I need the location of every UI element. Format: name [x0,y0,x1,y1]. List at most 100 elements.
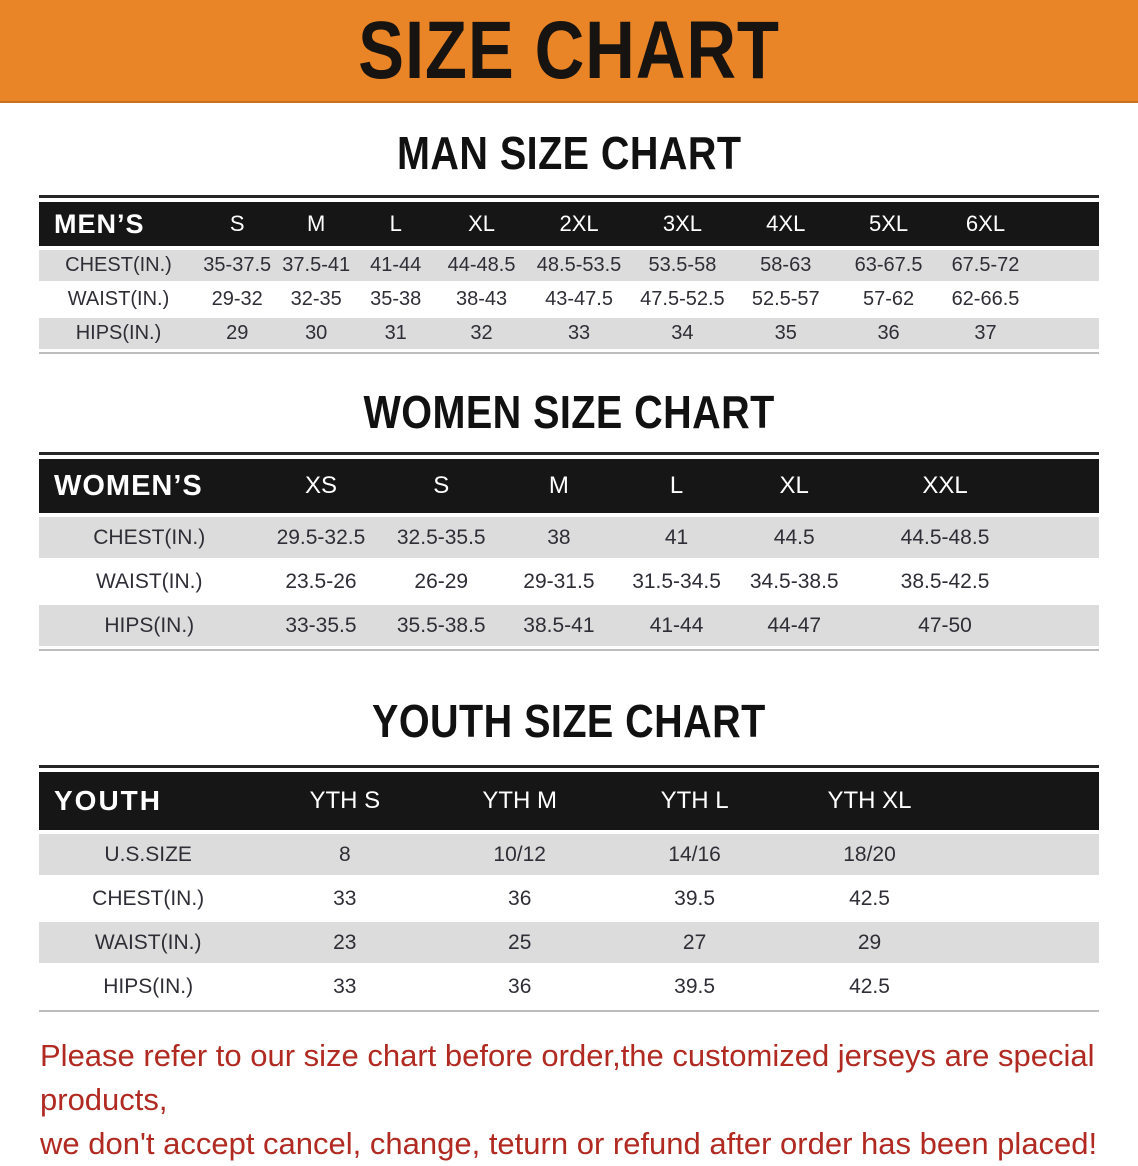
size-value-cell: 44.5-48.5 [853,515,1099,561]
table-row: WAIST(IN.) 23 25 27 29 [39,920,1099,966]
size-value-cell: 67.5-72 [939,248,1099,284]
size-value-cell: 27 [607,920,783,966]
size-value-cell: 58-63 [734,248,838,284]
table-row: CHEST(IN.) 33 36 39.5 42.5 [39,876,1099,922]
table-row: WAIST(IN.) 29-32 32-35 35-38 38-43 43-47.5 47.… [39,282,1099,318]
size-column-header: 2XL [527,202,631,250]
size-value-cell: 32.5-35.5 [382,515,501,561]
men-size-table: MEN’S S M L XL 2XL 3XL 4XL 5XL 6XL CHEST(IN.) 35-37… [39,195,1099,354]
size-value-cell: 29-31.5 [500,559,618,605]
size-value-cell: 44.5 [735,515,854,561]
man-section-title-text: MAN SIZE CHART [396,127,742,179]
size-table-head: WOMEN’S XS S M L XL XXL [39,459,1099,517]
man-section-title: MAN SIZE CHART [0,129,1138,177]
size-value-cell: 29-32 [198,282,277,318]
measurement-label: HIPS(IN.) [39,603,260,649]
size-value-cell: 57-62 [837,282,940,318]
table-corner-label: MEN’S [39,202,198,250]
size-value-cell: 36 [837,316,940,352]
youth-section-title: YOUTH SIZE CHART [0,697,1138,745]
women-size-table: WOMEN’S XS S M L XL XXL CHEST(IN.) 29.5-32.5 32.5… [39,452,1099,651]
size-value-cell: 38.5-41 [500,603,618,649]
table-row: CHEST(IN.) 35-37.5 37.5-41 41-44 44-48.5 48.5… [39,248,1099,284]
size-value-cell: 39.5 [607,876,783,922]
table-row: HIPS(IN.) 33 36 39.5 42.5 [39,964,1099,1010]
size-value-cell: 42.5 [782,876,1099,922]
size-value-cell: 30 [276,316,356,352]
measurement-label: WAIST(IN.) [39,282,198,318]
youth-size-section: YOUTH SIZE CHART YOUTH YTH S YTH M YTH L YTH… [0,697,1138,1012]
size-table: YOUTH YTH S YTH M YTH L YTH XL U.S.SIZE 8 10/12… [39,772,1099,1010]
size-value-cell: 25 [432,920,608,966]
note-line-2: we don't accept cancel, change, teturn o… [40,1126,1098,1161]
size-value-cell: 33 [257,876,433,922]
size-value-cell: 33 [527,316,631,352]
size-value-cell: 35-37.5 [198,248,277,284]
youth-size-table: YOUTH YTH S YTH M YTH L YTH XL U.S.SIZE 8 10/12… [39,765,1099,1012]
size-value-cell: 38.5-42.5 [853,559,1099,605]
size-value-cell: 14/16 [607,832,783,878]
size-value-cell: 35 [734,316,838,352]
women-section-title-text: WOMEN SIZE CHART [363,386,775,438]
size-column-header: YTH S [257,772,433,834]
size-column-header: S [382,459,501,517]
table-corner-label: WOMEN’S [39,459,260,517]
size-table: WOMEN’S XS S M L XL XXL CHEST(IN.) 29.5-32.5 32.5… [39,459,1099,649]
size-value-cell: 53.5-58 [630,248,735,284]
table-row: WAIST(IN.) 23.5-26 26-29 29-31.5 31.5-34.5 34… [39,559,1099,605]
order-policy-note: Please refer to our size chart before or… [40,1034,1118,1166]
header-row: YOUTH YTH S YTH M YTH L YTH XL [39,772,1099,834]
man-size-section: MAN SIZE CHART MEN’S S M L XL 2XL 3XL 4XL 5XL 6XL… [0,129,1138,354]
size-column-header: 4XL [734,202,838,250]
size-table: MEN’S S M L XL 2XL 3XL 4XL 5XL 6XL CHEST(IN.) 35-37… [39,202,1099,352]
size-value-cell: 32-35 [276,282,356,318]
size-value-cell: 62-66.5 [939,282,1099,318]
size-value-cell: 35-38 [355,282,436,318]
size-value-cell: 37.5-41 [276,248,356,284]
table-corner-label: YOUTH [39,772,258,834]
size-value-cell: 38-43 [435,282,528,318]
size-table-body: CHEST(IN.) 29.5-32.5 32.5-35.5 38 41 44.5 44.5… [39,515,1099,649]
women-section-title: WOMEN SIZE CHART [0,388,1138,436]
size-value-cell: 52.5-57 [734,282,838,318]
size-value-cell: 36 [432,964,608,1010]
measurement-label: HIPS(IN.) [39,316,198,352]
size-table-body: CHEST(IN.) 35-37.5 37.5-41 41-44 44-48.5 48.5… [39,248,1099,352]
size-table-body: U.S.SIZE 8 10/12 14/16 18/20 CHEST(IN.) 33 36 39… [39,832,1099,1010]
note-line-1: Please refer to our size chart before or… [40,1038,1095,1117]
size-value-cell: 10/12 [432,832,608,878]
size-value-cell: 47.5-52.5 [630,282,735,318]
size-chart-banner: SIZE CHART [0,0,1138,103]
size-table-head: YOUTH YTH S YTH M YTH L YTH XL [39,772,1099,834]
table-row: HIPS(IN.) 33-35.5 35.5-38.5 38.5-41 41-44 44-… [39,603,1099,649]
women-size-section: WOMEN SIZE CHART WOMEN’S XS S M L XL XXL CHEST(… [0,388,1138,651]
header-row: MEN’S S M L XL 2XL 3XL 4XL 5XL 6XL [39,202,1099,250]
size-column-header: 3XL [630,202,735,250]
size-column-header: XS [259,459,383,517]
size-value-cell: 38 [500,515,618,561]
table-row: U.S.SIZE 8 10/12 14/16 18/20 [39,832,1099,878]
banner-title: SIZE CHART [358,4,780,96]
size-value-cell: 8 [257,832,433,878]
size-value-cell: 32 [435,316,528,352]
size-value-cell: 31.5-34.5 [617,559,736,605]
size-value-cell: 47-50 [853,603,1099,649]
size-column-header: XXL [853,459,1099,517]
size-column-header: XL [735,459,854,517]
size-column-header: S [198,202,277,250]
size-column-header: M [276,202,356,250]
size-value-cell: 41-44 [617,603,736,649]
size-value-cell: 23.5-26 [259,559,383,605]
size-value-cell: 48.5-53.5 [527,248,631,284]
size-value-cell: 33 [257,964,433,1010]
measurement-label: WAIST(IN.) [39,559,260,605]
size-value-cell: 35.5-38.5 [382,603,501,649]
size-column-header: 5XL [837,202,940,250]
size-value-cell: 36 [432,876,608,922]
size-column-header: 6XL [939,202,1099,250]
size-value-cell: 33-35.5 [259,603,383,649]
size-value-cell: 42.5 [782,964,1099,1010]
size-value-cell: 43-47.5 [527,282,631,318]
size-value-cell: 63-67.5 [837,248,940,284]
